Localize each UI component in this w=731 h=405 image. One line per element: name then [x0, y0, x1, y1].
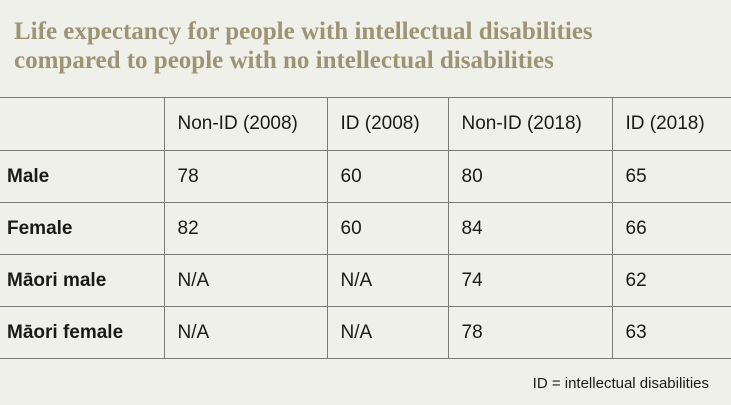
table-cell: N/A	[326, 306, 449, 359]
table-cell: 66	[611, 202, 731, 255]
table-cell: 62	[611, 254, 731, 307]
page-title: Life expectancy for people with intellec…	[14, 17, 724, 75]
table-footnote: ID = intellectual disabilities	[532, 375, 709, 392]
table-header-row: Non-ID (2008) ID (2008) Non-ID (2018) ID…	[0, 97, 731, 151]
header-non-id-2018: Non-ID (2018)	[447, 97, 613, 151]
header-id-2008: ID (2008)	[326, 97, 449, 151]
header-id-2018: ID (2018)	[611, 97, 731, 151]
title-line-1: Life expectancy for people with intellec…	[14, 18, 593, 45]
table-cell: 63	[611, 306, 731, 359]
table-cell: 84	[447, 202, 613, 255]
table-cell: 78	[447, 306, 613, 359]
table-cell: N/A	[163, 306, 328, 359]
title-line-2: compared to people with no intellectual …	[14, 47, 554, 74]
row-label: Māori female	[0, 306, 165, 359]
table-cell: N/A	[326, 254, 449, 307]
table-cell: 60	[326, 150, 449, 203]
header-non-id-2008: Non-ID (2008)	[163, 97, 328, 151]
table-cell: 80	[447, 150, 613, 203]
life-expectancy-table: Non-ID (2008) ID (2008) Non-ID (2018) ID…	[0, 97, 731, 359]
table-cell: 65	[611, 150, 731, 203]
table-cell: 78	[163, 150, 328, 203]
row-label: Male	[0, 150, 165, 203]
table-cell: N/A	[163, 254, 328, 307]
row-label: Female	[0, 202, 165, 255]
table-row: Māori female N/A N/A 78 63	[0, 306, 731, 359]
table-cell: 74	[447, 254, 613, 307]
row-label: Māori male	[0, 254, 165, 307]
table-cell: 82	[163, 202, 328, 255]
table-row: Female 82 60 84 66	[0, 202, 731, 255]
table-row: Māori male N/A N/A 74 62	[0, 254, 731, 307]
table-row: Male 78 60 80 65	[0, 150, 731, 203]
table-cell: 60	[326, 202, 449, 255]
header-corner	[0, 97, 165, 151]
